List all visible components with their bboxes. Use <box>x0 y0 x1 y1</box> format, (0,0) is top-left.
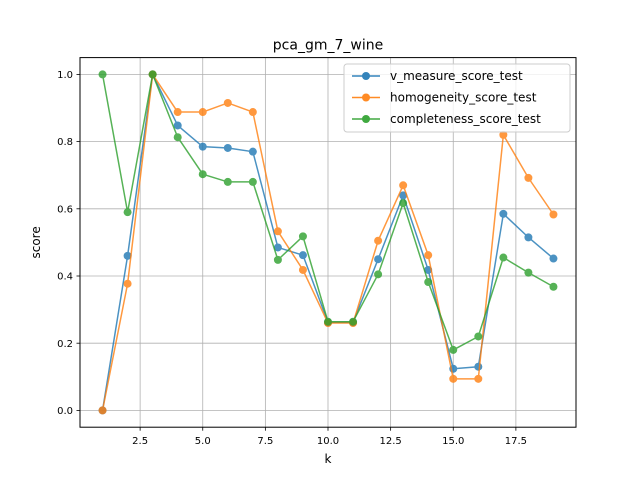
data-point <box>173 121 182 130</box>
data-point <box>499 253 508 262</box>
data-point <box>248 147 257 156</box>
x-tick-label: 5.0 <box>195 436 211 447</box>
series-layer <box>98 70 558 415</box>
data-point <box>223 177 232 186</box>
data-point <box>499 209 508 218</box>
data-point <box>148 70 157 79</box>
data-point <box>499 130 508 139</box>
data-point <box>248 177 257 186</box>
data-point <box>223 143 232 152</box>
data-point <box>424 251 433 260</box>
x-tick-label: 17.5 <box>505 436 527 447</box>
data-point <box>98 406 107 415</box>
data-point <box>424 278 433 287</box>
series-completeness_score_test <box>98 70 558 354</box>
data-point <box>173 108 182 117</box>
data-point <box>123 279 132 288</box>
data-point <box>123 208 132 217</box>
x-axis-label: k <box>325 452 332 466</box>
y-tick-label: 0.8 <box>57 137 73 148</box>
data-point <box>374 255 383 264</box>
y-tick-label: 1.0 <box>57 70 73 81</box>
data-point <box>399 199 408 208</box>
x-tick-label: 7.5 <box>257 436 273 447</box>
data-point <box>298 251 307 260</box>
data-point <box>198 142 207 151</box>
chart-title: pca_gm_7_wine <box>273 38 383 54</box>
axis-ticks: 2.5 5.0 7.5 10.0 12.5 15.0 17.5 0.0 0.2 0.4 0.6 0.8… <box>57 70 527 447</box>
data-point <box>123 251 132 260</box>
data-point <box>173 133 182 142</box>
data-point <box>399 191 408 200</box>
legend: v_measure_score_test homogeneity_score_te… <box>343 63 571 133</box>
data-point <box>374 270 383 279</box>
y-tick-label: 0.2 <box>57 339 73 350</box>
y-tick-label: 0.6 <box>57 204 73 215</box>
legend-marker <box>362 115 370 123</box>
data-point <box>474 374 483 383</box>
x-tick-label: 15.0 <box>442 436 464 447</box>
y-axis-label: score <box>29 226 43 258</box>
data-point <box>324 317 332 326</box>
legend-marker <box>362 93 370 102</box>
x-tick-label: 2.5 <box>132 436 148 447</box>
y-tick-label: 0.0 <box>57 406 73 417</box>
data-point <box>273 243 282 252</box>
data-point <box>474 332 483 341</box>
legend-entry <box>352 93 380 102</box>
data-point <box>449 345 458 354</box>
data-point <box>549 282 558 291</box>
data-point <box>273 227 282 236</box>
legend-label: homogeneity_score_test <box>390 91 537 105</box>
data-point <box>298 265 307 274</box>
data-point <box>349 317 358 326</box>
data-point <box>399 181 408 190</box>
legend-marker <box>362 72 370 80</box>
x-tick-label: 10.0 <box>317 436 339 447</box>
data-point <box>198 170 207 179</box>
x-tick-label: 12.5 <box>379 436 401 447</box>
legend-entry <box>352 115 380 123</box>
data-point <box>198 108 207 117</box>
legend-entry <box>352 72 380 80</box>
data-point <box>549 254 558 263</box>
data-point <box>248 108 257 117</box>
data-point <box>223 98 232 107</box>
data-point <box>524 268 533 277</box>
legend-label: v_measure_score_test <box>390 69 523 83</box>
data-point <box>273 255 282 264</box>
data-point <box>449 374 458 383</box>
data-point <box>298 232 307 241</box>
data-point <box>474 362 483 371</box>
data-point <box>524 233 533 242</box>
legend-box <box>343 63 571 133</box>
data-point <box>374 236 383 245</box>
data-point <box>524 173 533 182</box>
y-tick-label: 0.4 <box>57 272 73 283</box>
data-point <box>549 210 558 219</box>
data-point <box>98 70 107 79</box>
legend-label: completeness_score_test <box>390 112 541 126</box>
